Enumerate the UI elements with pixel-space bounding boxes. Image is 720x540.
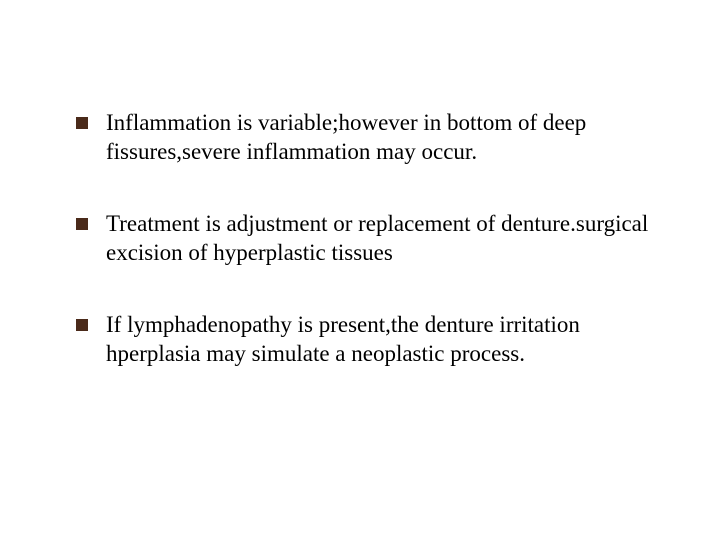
square-bullet-icon bbox=[76, 117, 88, 129]
list-item: If lymphadenopathy is present,the dentur… bbox=[76, 310, 660, 369]
bullet-text: Inflammation is variable;however in bott… bbox=[106, 108, 660, 167]
list-item: Treatment is adjustment or replacement o… bbox=[76, 209, 660, 268]
list-item: Inflammation is variable;however in bott… bbox=[76, 108, 660, 167]
bullet-list: Inflammation is variable;however in bott… bbox=[76, 108, 660, 369]
slide: Inflammation is variable;however in bott… bbox=[0, 0, 720, 540]
bullet-text: Treatment is adjustment or replacement o… bbox=[106, 209, 660, 268]
bullet-text: If lymphadenopathy is present,the dentur… bbox=[106, 310, 660, 369]
square-bullet-icon bbox=[76, 319, 88, 331]
square-bullet-icon bbox=[76, 218, 88, 230]
